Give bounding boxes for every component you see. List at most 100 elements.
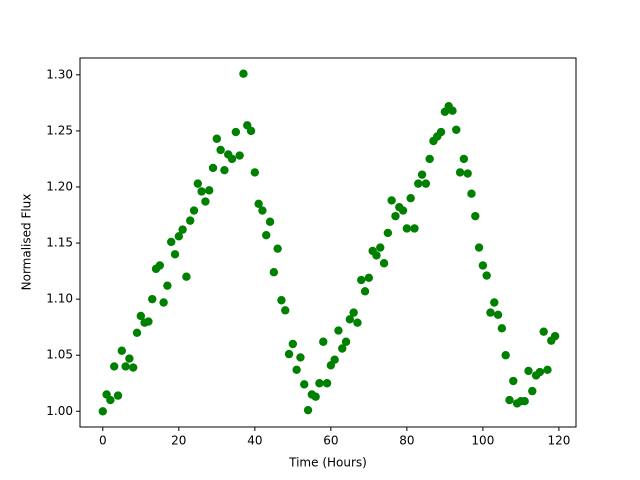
data-point bbox=[315, 379, 324, 388]
x-tick-label: 80 bbox=[399, 434, 414, 448]
x-tick-label: 0 bbox=[99, 434, 107, 448]
data-point bbox=[421, 179, 431, 188]
data-point bbox=[497, 324, 507, 333]
data-point bbox=[402, 224, 412, 233]
data-point bbox=[273, 244, 282, 253]
data-point bbox=[167, 237, 176, 247]
data-point bbox=[391, 211, 400, 221]
data-point bbox=[322, 379, 332, 388]
data-point bbox=[379, 259, 389, 268]
data-point bbox=[284, 349, 294, 359]
data-point bbox=[125, 354, 134, 363]
data-point bbox=[330, 355, 339, 364]
data-point bbox=[406, 193, 415, 203]
data-point bbox=[387, 196, 396, 205]
data-point bbox=[189, 206, 199, 215]
data-point bbox=[364, 273, 374, 283]
data-point bbox=[414, 179, 423, 188]
data-point bbox=[353, 318, 362, 327]
y-axis-label: Normalised Flux bbox=[20, 194, 34, 291]
x-tick-label: 100 bbox=[471, 434, 494, 448]
data-point bbox=[121, 362, 130, 371]
y-tick-label: 1.00 bbox=[46, 404, 73, 418]
data-point bbox=[178, 225, 187, 234]
data-point bbox=[132, 328, 142, 337]
data-point bbox=[254, 199, 263, 209]
data-point bbox=[113, 391, 123, 400]
data-point bbox=[235, 151, 244, 160]
data-point bbox=[212, 134, 222, 143]
data-point bbox=[417, 170, 427, 179]
data-point bbox=[201, 197, 210, 206]
data-point bbox=[193, 179, 203, 188]
data-point bbox=[227, 154, 237, 164]
y-tick-label: 1.05 bbox=[46, 348, 73, 362]
data-point bbox=[98, 407, 108, 416]
data-point bbox=[163, 281, 172, 290]
data-point bbox=[231, 127, 241, 137]
data-point bbox=[349, 308, 358, 317]
data-point bbox=[106, 395, 115, 405]
y-tick-label: 1.15 bbox=[46, 236, 73, 250]
data-point bbox=[478, 261, 488, 270]
data-point bbox=[117, 346, 127, 355]
data-point bbox=[486, 308, 495, 317]
data-point bbox=[490, 298, 499, 307]
y-tick-label: 1.25 bbox=[46, 123, 73, 137]
data-point bbox=[208, 163, 218, 173]
data-point bbox=[148, 294, 157, 304]
data-point bbox=[281, 306, 290, 315]
data-point bbox=[493, 310, 503, 320]
x-tick-label: 40 bbox=[247, 434, 262, 448]
x-axis-label: Time (Hours) bbox=[288, 456, 367, 470]
data-point bbox=[334, 326, 343, 335]
data-point bbox=[474, 243, 484, 252]
data-point bbox=[182, 272, 191, 281]
data-point bbox=[296, 353, 305, 362]
data-point bbox=[448, 106, 457, 115]
data-point bbox=[220, 165, 229, 175]
data-point bbox=[452, 125, 461, 134]
data-point bbox=[425, 154, 434, 164]
x-tick-label: 20 bbox=[171, 434, 186, 448]
data-point bbox=[543, 365, 552, 374]
y-tick-label: 1.30 bbox=[46, 67, 73, 81]
data-point bbox=[300, 380, 309, 389]
data-point bbox=[197, 187, 206, 196]
data-point bbox=[338, 344, 347, 353]
data-point bbox=[398, 206, 408, 215]
data-point bbox=[467, 189, 476, 198]
data-point bbox=[524, 366, 533, 376]
data-point bbox=[258, 206, 267, 215]
data-point bbox=[455, 168, 465, 177]
y-tick-label: 1.10 bbox=[46, 292, 73, 306]
data-point bbox=[528, 386, 537, 396]
data-point bbox=[345, 315, 355, 324]
data-point bbox=[535, 367, 545, 377]
data-point bbox=[311, 392, 320, 401]
data-point bbox=[288, 339, 298, 349]
data-point bbox=[520, 397, 529, 406]
data-point bbox=[539, 327, 548, 336]
data-point bbox=[303, 405, 313, 415]
data-point bbox=[174, 232, 184, 241]
data-point bbox=[505, 395, 514, 405]
data-point bbox=[550, 331, 560, 341]
x-tick-label: 120 bbox=[547, 434, 570, 448]
data-point bbox=[360, 287, 370, 296]
data-point bbox=[482, 271, 491, 280]
data-point bbox=[216, 145, 225, 155]
plot-frame bbox=[79, 57, 577, 428]
data-point bbox=[265, 217, 275, 226]
data-point bbox=[509, 376, 518, 386]
data-point bbox=[129, 363, 138, 372]
data-point bbox=[250, 168, 260, 177]
data-point bbox=[205, 186, 214, 195]
data-point bbox=[357, 275, 366, 285]
data-point bbox=[436, 127, 446, 137]
data-point bbox=[136, 311, 146, 321]
y-tick-label: 1.20 bbox=[46, 179, 73, 193]
data-point bbox=[155, 261, 165, 270]
data-point bbox=[239, 69, 248, 78]
